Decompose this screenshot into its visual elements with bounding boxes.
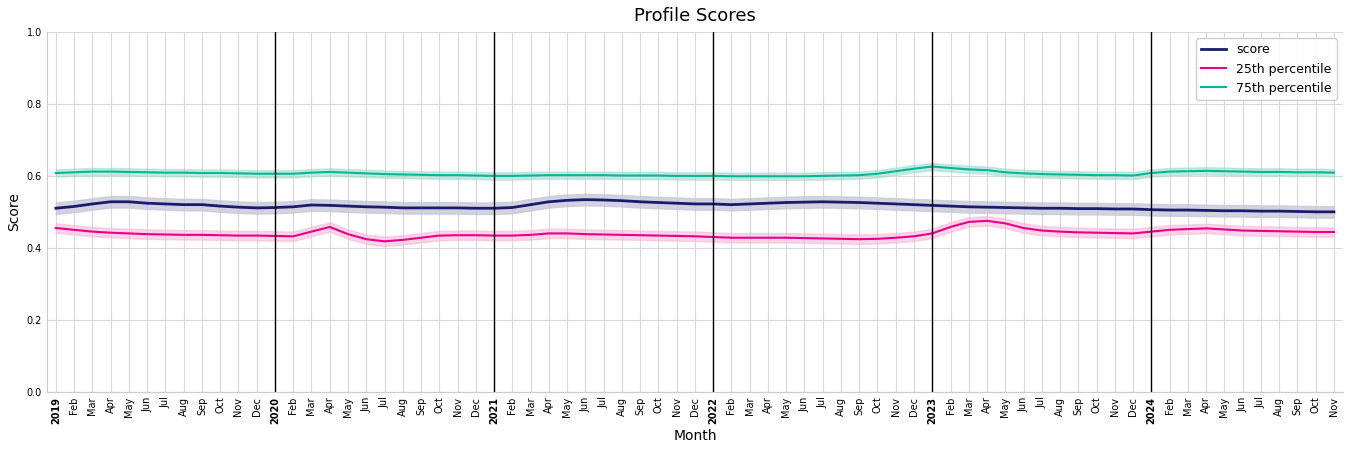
score	[1272, 208, 1288, 214]
25th percentile	[1326, 230, 1342, 235]
75th percentile	[231, 171, 247, 176]
75th percentile	[47, 170, 63, 176]
Line: 75th percentile: 75th percentile	[55, 166, 1334, 176]
score	[1308, 209, 1324, 215]
Line: score: score	[55, 200, 1334, 212]
X-axis label: Month: Month	[674, 429, 717, 443]
Legend: score, 25th percentile, 75th percentile: score, 25th percentile, 75th percentile	[1196, 38, 1336, 100]
75th percentile	[925, 164, 941, 169]
75th percentile	[724, 174, 740, 179]
25th percentile	[231, 233, 247, 238]
25th percentile	[377, 238, 393, 244]
score	[1216, 208, 1233, 213]
25th percentile	[1289, 229, 1305, 234]
25th percentile	[1234, 228, 1250, 233]
25th percentile	[687, 234, 703, 239]
Y-axis label: Score: Score	[7, 193, 22, 231]
25th percentile	[84, 229, 100, 234]
score	[231, 204, 247, 210]
75th percentile	[668, 173, 684, 179]
25th percentile	[47, 225, 63, 231]
score	[84, 201, 100, 207]
75th percentile	[1326, 170, 1342, 176]
75th percentile	[84, 169, 100, 174]
Line: 25th percentile: 25th percentile	[55, 221, 1334, 241]
score	[833, 199, 849, 205]
75th percentile	[833, 173, 849, 178]
score	[47, 206, 63, 211]
score	[687, 201, 703, 207]
score	[578, 197, 594, 202]
Title: Profile Scores: Profile Scores	[634, 7, 756, 25]
score	[1326, 209, 1342, 215]
25th percentile	[979, 218, 995, 224]
75th percentile	[1234, 169, 1250, 174]
25th percentile	[833, 236, 849, 242]
75th percentile	[1289, 170, 1305, 175]
